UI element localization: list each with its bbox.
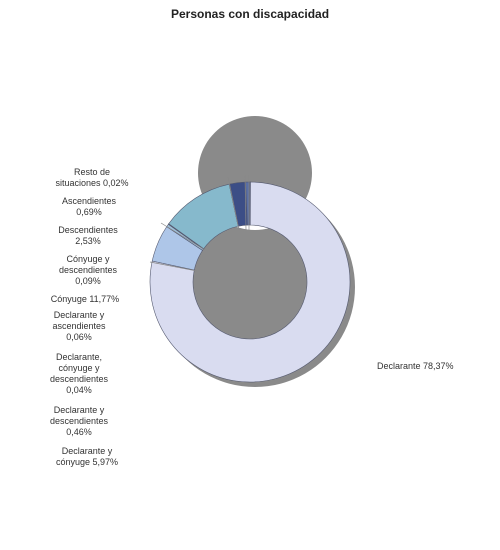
- slice-label-resto-de-situaciones: Resto de situaciones 0,02%: [55, 167, 128, 188]
- slice-declarante: [149, 181, 351, 383]
- slice-label-conyuge: Cónyuge 11,77%: [51, 294, 119, 304]
- leader-line: [244, 174, 247, 231]
- slice-label-declarante: Declarante 78,37%: [377, 361, 454, 371]
- leader-lines: [149, 174, 250, 272]
- slice-label-descendientes: Descendientes 2,53%: [58, 225, 118, 246]
- slice-label-conyuge-y-descendientes: Cónyuge y descendientes 0,09%: [59, 254, 118, 286]
- slice-label-declarante-y-ascendientes: Declarante y ascendientes 0,06%: [52, 310, 106, 342]
- slice-label-declarante-y-descendientes: Declarante y descendientes 0,46%: [50, 405, 109, 437]
- donut-slices: [149, 181, 351, 383]
- slice-labels: Declarante 78,37% Declarante y cónyuge 5,9…: [50, 167, 454, 467]
- leader-line: [149, 261, 198, 272]
- chart-title: Personas con discapacidad: [170, 7, 330, 21]
- leader-line: [227, 176, 240, 231]
- slice-resto-de-situaciones: [249, 181, 251, 226]
- slice-label-ascendientes: Ascendientes 0,69%: [62, 196, 117, 217]
- leader-line: [160, 222, 206, 251]
- slice-label-declarante-conyuge-y-descendientes: Declarante, cónyuge y descendientes 0,04%: [50, 352, 109, 395]
- slice-label-declarante-y-conyuge: Declarante y cónyuge 5,97%: [56, 446, 118, 467]
